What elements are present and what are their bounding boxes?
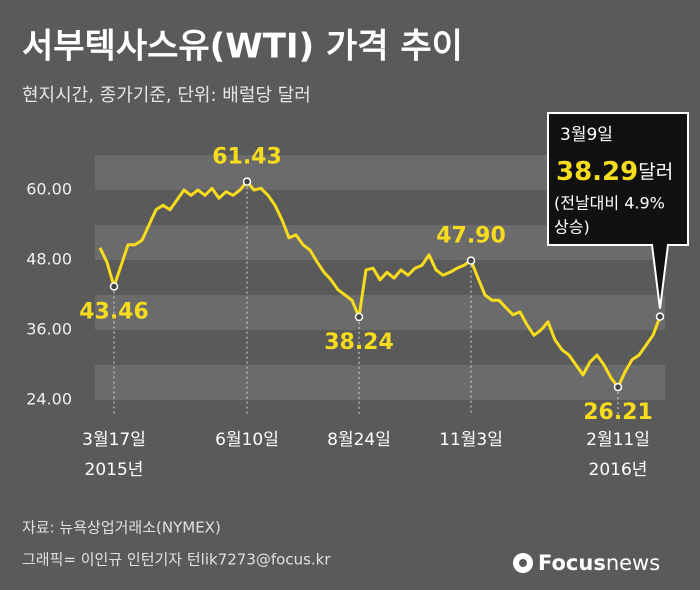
y-tick-label: 60.00 xyxy=(26,180,72,199)
x-year-label: 2016년 xyxy=(589,460,648,480)
point xyxy=(466,256,476,265)
callout-note: (전날대비 4.9% xyxy=(554,194,665,213)
callout-box xyxy=(547,112,689,309)
logo-part: Focus xyxy=(538,551,606,575)
value-label: 61.43 xyxy=(212,145,282,170)
value-label: 47.90 xyxy=(436,224,506,249)
logo-part: news xyxy=(606,551,660,575)
point xyxy=(109,282,119,291)
value-label: 43.46 xyxy=(79,299,149,324)
band xyxy=(95,365,665,400)
point xyxy=(354,312,364,322)
x-tick-label: 3월17일 xyxy=(82,430,146,450)
x-year-label: 2015년 xyxy=(85,460,144,480)
callout-date: 3월9일 xyxy=(560,125,613,145)
point xyxy=(613,382,623,392)
callout-value: 38.29달러 xyxy=(556,157,673,187)
y-tick-label: 48.00 xyxy=(26,250,72,269)
value-label: 38.24 xyxy=(324,330,394,355)
x-tick-label: 8월24일 xyxy=(327,430,391,450)
x-tick-label: 11월3일 xyxy=(439,430,503,450)
callout-number: 38.29 xyxy=(556,157,638,187)
chart-title: 서부텍사스유(WTI) 가격 추이 xyxy=(22,27,463,67)
logo: Focusnews xyxy=(538,551,660,575)
value-label: 26.21 xyxy=(583,400,653,425)
chart-subtitle: 현지시간, 종가기준, 단위: 배럴당 달러 xyxy=(22,85,311,106)
band xyxy=(95,295,665,330)
logo-icon-hole xyxy=(519,559,527,567)
source: 자료: 뉴욕상업거래소(NYMEX) xyxy=(22,519,221,537)
y-tick-label: 24.00 xyxy=(26,390,72,409)
credit: 그래픽= 이인규 인턴기자 턴lik7273@focus.kr xyxy=(22,551,331,569)
callout-note: 상승) xyxy=(554,218,590,237)
line xyxy=(98,180,662,389)
y-tick-label: 36.00 xyxy=(26,320,72,339)
point xyxy=(242,177,252,186)
x-tick-label: 6월10일 xyxy=(215,430,279,450)
point xyxy=(655,312,665,321)
callout-unit: 달러 xyxy=(638,161,673,183)
x-tick-label: 2월11일 xyxy=(586,430,650,450)
